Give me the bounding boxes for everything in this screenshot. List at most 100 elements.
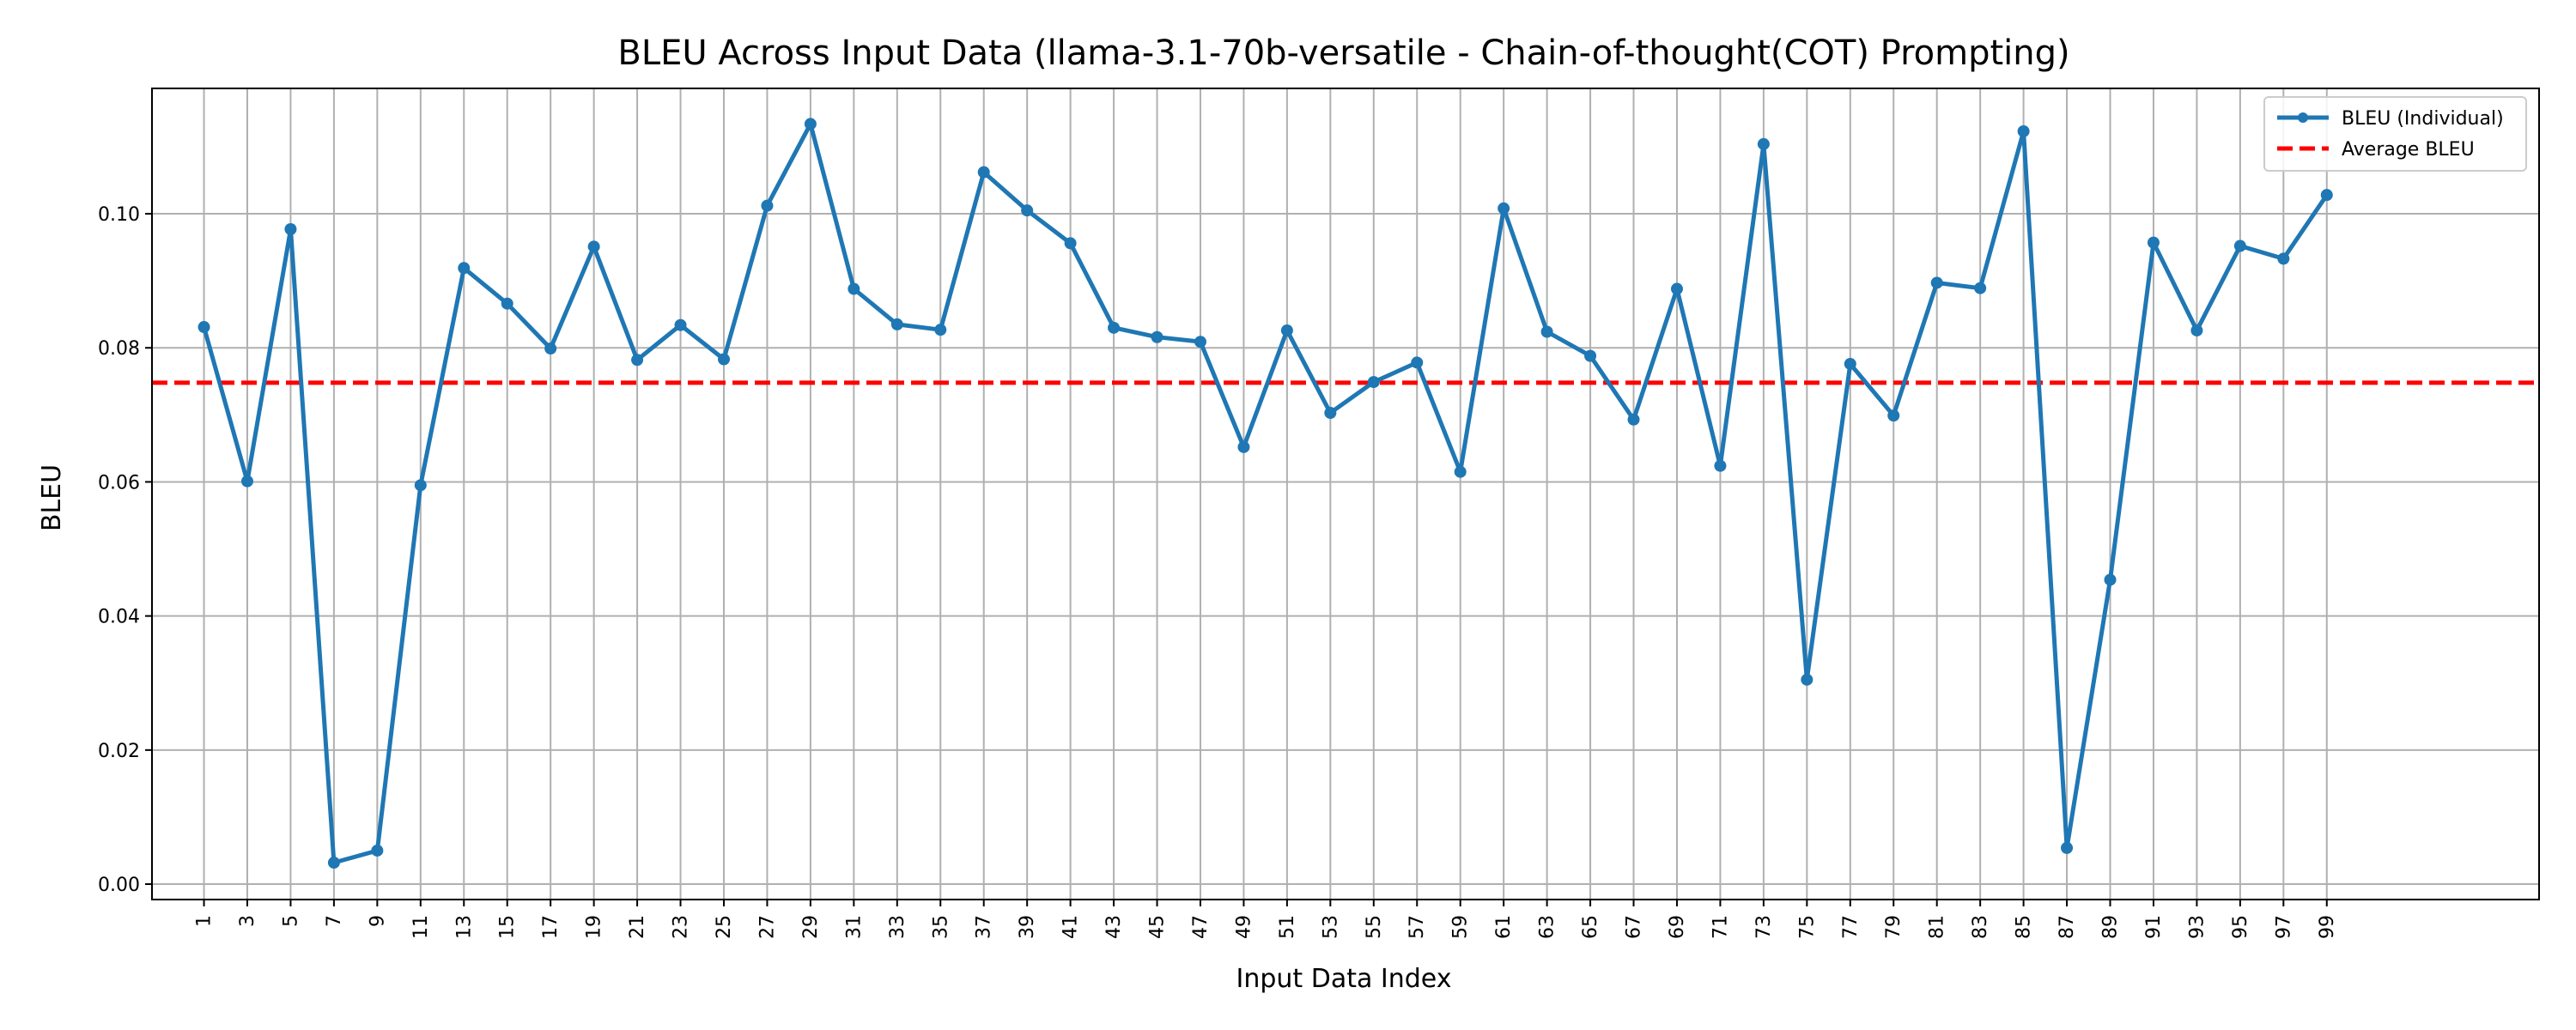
bleu-data-point: [371, 844, 384, 857]
x-tick-label: 51: [1277, 915, 1298, 939]
bleu-data-point: [1627, 413, 1640, 426]
bleu-data-point: [1974, 282, 1987, 294]
x-tick-label: 3: [237, 915, 258, 927]
bleu-data-point: [934, 324, 947, 336]
bleu-data-point: [2104, 573, 2117, 586]
legend-box: [2263, 96, 2527, 172]
x-tick-label: 13: [453, 915, 475, 939]
x-tick-label: 23: [671, 915, 692, 939]
bleu-data-point: [717, 353, 730, 366]
bleu-data-point: [977, 166, 990, 179]
bleu-data-point: [197, 321, 210, 334]
x-tick-label: 67: [1624, 915, 1645, 939]
x-tick-label: 55: [1364, 915, 1385, 939]
bleu-individual-line: [202, 121, 2329, 865]
bleu-data-point: [2190, 324, 2203, 336]
x-tick-label: 93: [2186, 915, 2208, 939]
bleu-data-point: [1108, 321, 1121, 334]
y-axis-label: BLEU: [37, 464, 67, 531]
bleu-data-point: [1670, 282, 1683, 295]
x-tick-label: 7: [324, 915, 345, 927]
bleu-data-point: [1411, 356, 1424, 369]
x-tick-label: 75: [1796, 915, 1818, 939]
x-tick-label: 47: [1190, 915, 1212, 939]
x-tick-label: 81: [1927, 915, 1948, 939]
bleu-data-point: [1194, 336, 1206, 348]
x-tick-label: 17: [540, 915, 562, 939]
x-tick-label: 25: [714, 915, 735, 939]
bleu-data-point: [1151, 330, 1163, 343]
bleu-data-point: [2233, 239, 2246, 252]
y-tick-label: 0.10: [98, 204, 140, 226]
x-tick-label: 29: [800, 915, 822, 939]
x-tick-label: 59: [1450, 915, 1472, 939]
x-tick-label: 79: [1883, 915, 1905, 939]
x-axis-ticks: 1 3 5 7 9 11 13 15 17 19 21 23 25 27 29 31 33 35 37 39 41 43 4…: [194, 900, 2338, 939]
x-tick-label: 57: [1406, 915, 1428, 939]
bleu-data-point: [1324, 407, 1337, 419]
legend-label-individual: BLEU (Individual): [2342, 108, 2504, 130]
x-tick-label: 87: [2057, 915, 2078, 939]
bleu-data-point: [1584, 349, 1597, 362]
x-tick-label: 61: [1493, 915, 1515, 939]
bleu-data-point: [890, 318, 903, 330]
bleu-data-point: [240, 475, 253, 488]
chart-legend: BLEU (Individual) Average BLEU: [2263, 96, 2527, 172]
bleu-data-point: [458, 262, 471, 275]
bleu-data-point: [1887, 409, 1900, 422]
x-tick-label: 53: [1320, 915, 1341, 939]
bleu-data-point: [501, 297, 513, 310]
bleu-data-point: [587, 240, 600, 253]
bleu-data-point: [2320, 189, 2333, 202]
x-tick-label: 35: [930, 915, 951, 939]
x-tick-label: 83: [1970, 915, 1991, 939]
bleu-data-point: [1021, 204, 1034, 217]
x-tick-label: 27: [756, 915, 778, 939]
y-tick-label: 0.02: [98, 741, 140, 762]
x-tick-label: 99: [2317, 915, 2338, 939]
x-tick-label: 97: [2273, 915, 2294, 939]
bleu-data-point: [2277, 252, 2290, 265]
x-axis-label: Input Data Index: [1236, 964, 1452, 994]
bleu-data-point: [631, 354, 644, 367]
x-tick-label: 31: [843, 915, 865, 939]
x-tick-label: 9: [367, 915, 388, 927]
x-tick-label: 21: [627, 915, 648, 939]
x-tick-label: 91: [2143, 915, 2165, 939]
x-tick-label: 95: [2230, 915, 2251, 939]
x-tick-label: 33: [887, 915, 908, 939]
bleu-data-point: [804, 118, 817, 130]
bleu-data-point: [1757, 137, 1770, 150]
chart-title: BLEU Across Input Data (llama-3.1-70b-ve…: [617, 33, 2069, 73]
bleu-data-point: [1454, 465, 1467, 478]
bleu-data-point: [2017, 124, 2030, 137]
x-tick-label: 89: [2100, 915, 2122, 939]
bleu-data-point: [1844, 357, 1856, 370]
x-tick-label: 15: [497, 915, 519, 939]
bleu-data-point: [2147, 236, 2160, 249]
x-tick-label: 63: [1537, 915, 1558, 939]
x-tick-label: 1: [194, 915, 216, 927]
bleu-data-point: [1540, 325, 1553, 338]
bleu-data-point: [2061, 841, 2074, 854]
grid-lines: [152, 88, 2539, 900]
bleu-data-point: [674, 318, 687, 331]
bleu-data-point: [544, 342, 557, 355]
x-tick-label: 39: [1017, 915, 1038, 939]
legend-marker-individual: [2298, 112, 2308, 123]
bleu-data-point: [327, 857, 340, 869]
bleu-data-point: [1064, 237, 1077, 250]
bleu-data-point: [761, 199, 774, 212]
y-tick-label: 0.00: [98, 875, 140, 896]
x-tick-label: 85: [2014, 915, 2035, 939]
x-tick-label: 49: [1233, 915, 1255, 939]
x-tick-label: 65: [1580, 915, 1601, 939]
y-tick-label: 0.06: [98, 472, 140, 494]
x-tick-label: 43: [1103, 915, 1125, 939]
y-tick-label: 0.08: [98, 338, 140, 360]
x-tick-label: 77: [1840, 915, 1862, 939]
y-tick-label: 0.04: [98, 607, 140, 628]
x-tick-label: 69: [1667, 915, 1688, 939]
x-tick-label: 5: [280, 915, 301, 927]
